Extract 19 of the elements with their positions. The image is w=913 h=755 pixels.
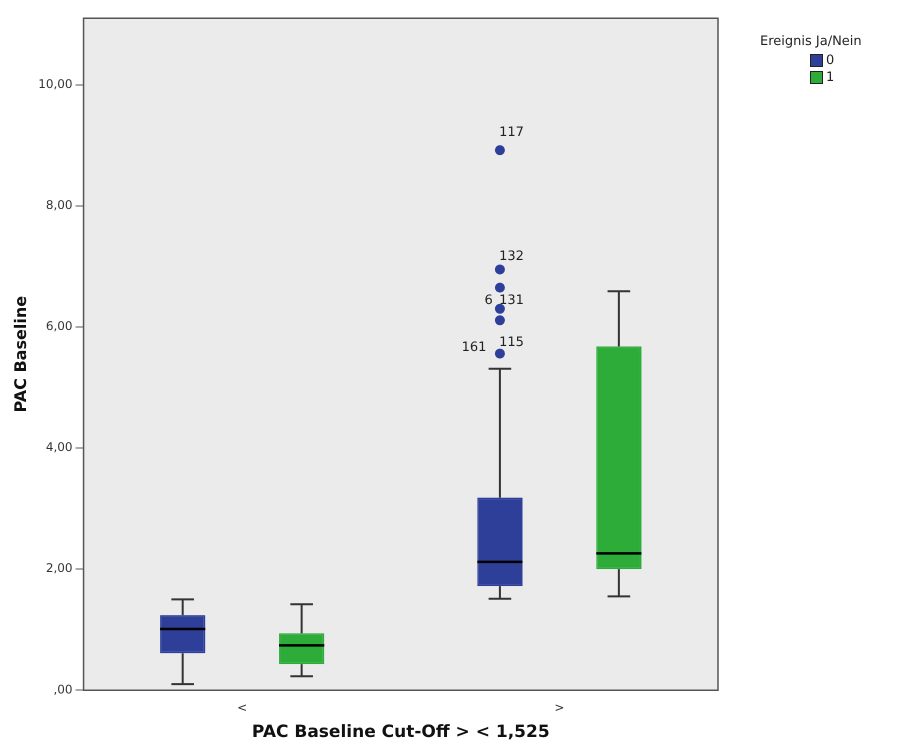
legend-label: 0: [826, 53, 834, 68]
y-tick-label: ,00: [53, 682, 73, 696]
x-tick-label: >: [554, 700, 564, 715]
y-tick-label: 6,00: [46, 319, 73, 334]
y-tick-label: 2,00: [46, 561, 73, 576]
annotation: 6: [484, 292, 493, 308]
y-axis-title: PAC Baseline: [10, 296, 30, 412]
annotation: 131: [499, 292, 524, 308]
y-tick-label: 4,00: [46, 440, 73, 454]
annotation: 161: [462, 340, 486, 355]
annotation: 115: [499, 335, 524, 350]
y-tick-label: 8,00: [46, 198, 73, 212]
legend-title: Ereignis Ja/Nein: [760, 34, 862, 49]
x-axis-title: PAC Baseline Cut-Off > < 1,525: [252, 722, 550, 742]
annotation: 117: [499, 124, 524, 140]
x-tick-label: <: [237, 700, 248, 715]
annotation: 132: [499, 249, 524, 264]
legend-label: 1: [826, 70, 834, 85]
y-tick-label: 10,00: [38, 76, 73, 91]
